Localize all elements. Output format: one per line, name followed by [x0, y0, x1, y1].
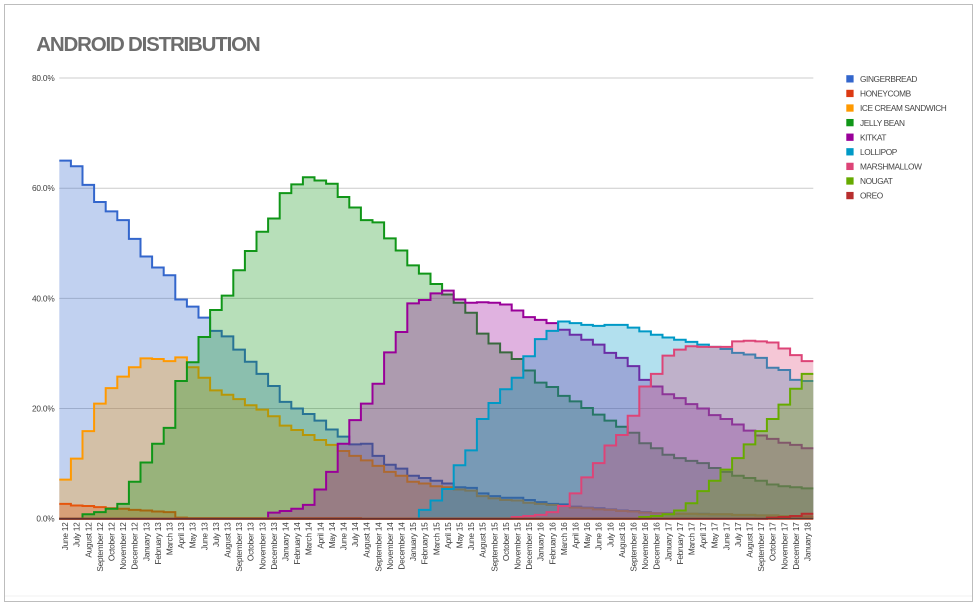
svg-text:April 17: April 17	[698, 522, 708, 549]
svg-text:OREO: OREO	[860, 191, 884, 201]
svg-text:December 16: December 16	[652, 522, 662, 570]
svg-text:January 16: January 16	[536, 522, 546, 561]
svg-text:September 17: September 17	[756, 522, 766, 572]
svg-text:September 15: September 15	[489, 522, 499, 572]
svg-text:December 12: December 12	[130, 522, 140, 570]
svg-text:March 13: March 13	[165, 522, 175, 555]
svg-text:November 16: November 16	[640, 522, 650, 570]
svg-text:ANDROID DISTRIBUTION: ANDROID DISTRIBUTION	[36, 33, 260, 56]
svg-text:November 14: November 14	[385, 522, 395, 570]
svg-text:July 17: July 17	[733, 522, 743, 547]
svg-text:July 13: July 13	[211, 522, 221, 547]
svg-text:September 14: September 14	[373, 522, 383, 572]
svg-text:June 12: June 12	[60, 522, 70, 550]
svg-text:August 15: August 15	[478, 522, 488, 558]
svg-text:March 15: March 15	[431, 522, 441, 555]
svg-text:JELLY BEAN: JELLY BEAN	[860, 118, 905, 128]
svg-text:March 14: March 14	[304, 522, 314, 555]
svg-text:August 14: August 14	[362, 522, 372, 558]
svg-text:November 13: November 13	[257, 522, 267, 570]
svg-text:December 13: December 13	[269, 522, 279, 570]
svg-text:August 12: August 12	[83, 522, 93, 558]
svg-text:GINGERBREAD: GINGERBREAD	[860, 74, 917, 84]
svg-text:0.0%: 0.0%	[36, 514, 55, 524]
svg-text:May 15: May 15	[455, 522, 465, 548]
svg-text:February 14: February 14	[292, 522, 302, 565]
svg-text:LOLLIPOP: LOLLIPOP	[860, 147, 898, 157]
svg-text:July 14: July 14	[350, 522, 360, 547]
svg-text:March 17: March 17	[687, 522, 697, 555]
svg-text:January 17: January 17	[663, 522, 673, 561]
svg-text:October 13: October 13	[246, 522, 256, 561]
svg-text:September 13: September 13	[234, 522, 244, 572]
svg-text:April 16: April 16	[571, 522, 581, 549]
svg-text:May 17: May 17	[710, 522, 720, 548]
svg-text:August 13: August 13	[223, 522, 233, 558]
svg-text:October 12: October 12	[107, 522, 117, 561]
svg-text:60.0%: 60.0%	[32, 183, 55, 193]
svg-text:HONEYCOMB: HONEYCOMB	[860, 89, 912, 99]
svg-text:KITKAT: KITKAT	[860, 132, 886, 142]
svg-text:October 15: October 15	[501, 522, 511, 561]
svg-text:40.0%: 40.0%	[32, 293, 55, 303]
svg-text:April 15: April 15	[443, 522, 453, 549]
svg-text:November 12: November 12	[118, 522, 128, 570]
svg-text:NOUGAT: NOUGAT	[860, 176, 893, 186]
svg-text:January 15: January 15	[408, 522, 418, 561]
svg-text:August 16: August 16	[617, 522, 627, 558]
svg-text:April 14: April 14	[315, 522, 325, 549]
svg-text:November 17: November 17	[779, 522, 789, 570]
svg-text:December 17: December 17	[791, 522, 801, 570]
svg-text:ICE CREAM SANDWICH: ICE CREAM SANDWICH	[860, 103, 947, 113]
svg-text:March 16: March 16	[559, 522, 569, 555]
svg-text:January 18: January 18	[803, 522, 813, 561]
svg-text:June 14: June 14	[339, 522, 349, 550]
svg-text:August 17: August 17	[745, 522, 755, 558]
svg-text:February 15: February 15	[420, 522, 430, 565]
svg-text:February 13: February 13	[153, 522, 163, 565]
svg-text:80.0%: 80.0%	[32, 73, 55, 83]
svg-text:July 16: July 16	[605, 522, 615, 547]
svg-text:February 16: February 16	[547, 522, 557, 565]
svg-text:May 14: May 14	[327, 522, 337, 548]
svg-text:May 16: May 16	[582, 522, 592, 548]
svg-text:September 16: September 16	[629, 522, 639, 572]
svg-text:December 14: December 14	[397, 522, 407, 570]
svg-text:January 13: January 13	[141, 522, 151, 561]
svg-text:October 17: October 17	[768, 522, 778, 561]
svg-text:June 17: June 17	[721, 522, 731, 550]
svg-text:June 13: June 13	[199, 522, 209, 550]
svg-text:June 16: June 16	[594, 522, 604, 550]
svg-text:January 14: January 14	[281, 522, 291, 561]
svg-text:December 15: December 15	[524, 522, 534, 570]
svg-text:November 15: November 15	[513, 522, 523, 570]
svg-text:MARSHMALLOW: MARSHMALLOW	[860, 162, 922, 172]
svg-text:September 12: September 12	[95, 522, 105, 572]
svg-text:May 13: May 13	[188, 522, 198, 548]
svg-text:July 12: July 12	[72, 522, 82, 547]
svg-text:June 15: June 15	[466, 522, 476, 550]
svg-text:February 17: February 17	[675, 522, 685, 565]
svg-text:April 13: April 13	[176, 522, 186, 549]
svg-text:20.0%: 20.0%	[32, 404, 55, 414]
